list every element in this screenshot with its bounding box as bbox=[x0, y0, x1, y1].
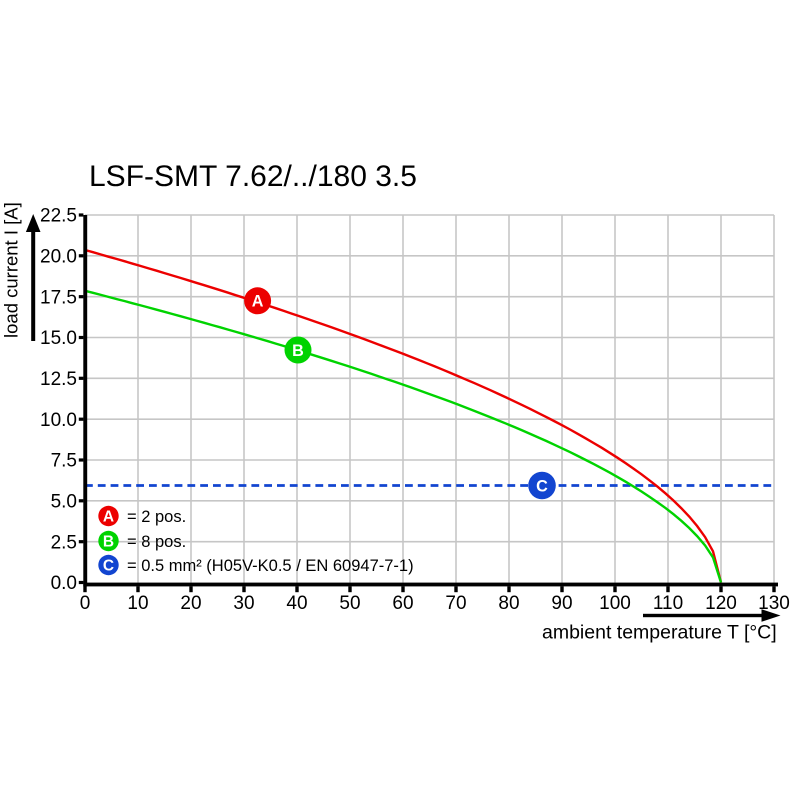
svg-text:10: 10 bbox=[127, 593, 148, 614]
svg-text:70: 70 bbox=[445, 593, 466, 614]
svg-text:= 0.5 mm² (H05V-K0.5 / EN 6094: = 0.5 mm² (H05V-K0.5 / EN 60947-7-1) bbox=[127, 557, 414, 575]
svg-text:80: 80 bbox=[498, 593, 519, 614]
svg-text:A: A bbox=[103, 508, 114, 525]
svg-text:20: 20 bbox=[180, 593, 201, 614]
svg-text:10.0: 10.0 bbox=[40, 410, 77, 431]
svg-text:30: 30 bbox=[233, 593, 254, 614]
svg-text:0: 0 bbox=[80, 593, 91, 614]
svg-text:15.0: 15.0 bbox=[40, 328, 77, 349]
svg-text:50: 50 bbox=[339, 593, 360, 614]
svg-text:0.0: 0.0 bbox=[51, 573, 77, 594]
svg-text:B: B bbox=[103, 533, 114, 550]
svg-text:60: 60 bbox=[392, 593, 413, 614]
svg-text:22.5: 22.5 bbox=[40, 206, 77, 227]
svg-text:7.5: 7.5 bbox=[51, 451, 77, 472]
svg-text:C: C bbox=[536, 477, 548, 495]
svg-text:17.5: 17.5 bbox=[40, 287, 77, 308]
svg-text:A: A bbox=[252, 293, 264, 311]
svg-text:20.0: 20.0 bbox=[40, 246, 77, 267]
svg-text:C: C bbox=[103, 557, 114, 574]
svg-text:ambient temperature T [°C]: ambient temperature T [°C] bbox=[542, 622, 777, 644]
svg-text:110: 110 bbox=[653, 593, 683, 614]
svg-text:= 8 pos.: = 8 pos. bbox=[127, 533, 186, 551]
svg-text:40: 40 bbox=[286, 593, 307, 614]
svg-text:= 2 pos.: = 2 pos. bbox=[127, 508, 186, 526]
svg-text:130: 130 bbox=[758, 593, 790, 614]
svg-text:5.0: 5.0 bbox=[51, 491, 77, 512]
svg-text:90: 90 bbox=[551, 593, 572, 614]
svg-text:100: 100 bbox=[599, 593, 631, 614]
svg-text:120: 120 bbox=[705, 593, 737, 614]
svg-text:B: B bbox=[292, 342, 304, 360]
svg-text:2.5: 2.5 bbox=[51, 532, 77, 553]
svg-text:LSF-SMT 7.62/../180 3.5: LSF-SMT 7.62/../180 3.5 bbox=[89, 160, 417, 193]
svg-text:12.5: 12.5 bbox=[40, 369, 77, 390]
svg-text:load current I [A]: load current I [A] bbox=[1, 202, 22, 338]
